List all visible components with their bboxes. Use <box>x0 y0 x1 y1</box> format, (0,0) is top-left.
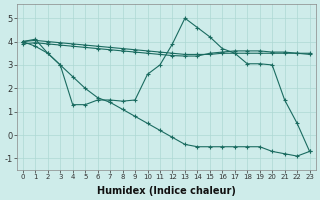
X-axis label: Humidex (Indice chaleur): Humidex (Indice chaleur) <box>97 186 236 196</box>
